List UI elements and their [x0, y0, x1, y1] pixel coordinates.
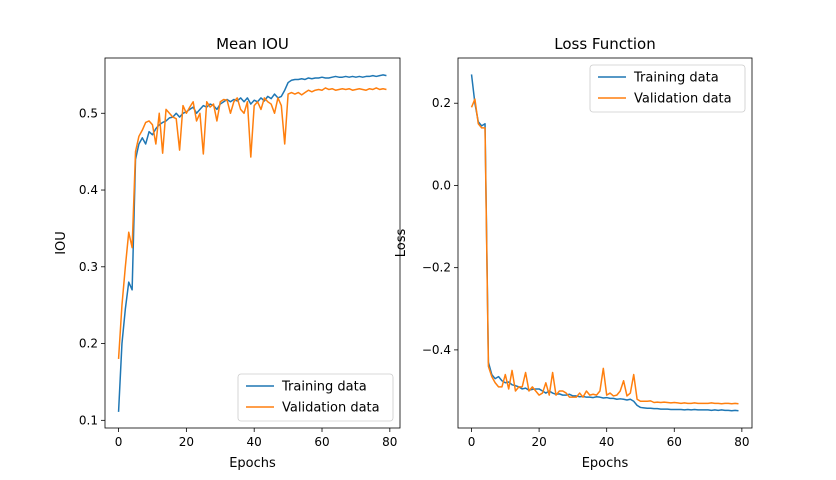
loss-function-x-axis-label: Epochs [582, 456, 629, 471]
loss-function-panel: 0 20 40 60 80 −0.4 −0.2 0.0 0.2 Loss Function Epoc… [394, 35, 753, 471]
mean-iou-chart-title: Mean IOU [216, 35, 289, 53]
loss-function-xtick-label: 40 [599, 435, 614, 449]
mean-iou-xtick-label: 80 [382, 435, 397, 449]
loss-function-chart-title: Loss Function [554, 35, 655, 53]
loss-function-series-validation-line [470, 98, 739, 405]
loss-function-legend: Training data Validation data [589, 64, 746, 113]
mean-iou-ytick-label: 0.5 [79, 106, 98, 120]
mean-iou-legend-training-label: Training data [281, 380, 367, 395]
mean-iou-xtick-label: 40 [247, 435, 262, 449]
mean-iou-xtick-label: 0 [115, 435, 123, 449]
mean-iou-series-validation-line [117, 87, 387, 359]
mean-iou-ytick-label: 0.2 [79, 337, 98, 351]
loss-function-xtick-label: 20 [531, 435, 546, 449]
mean-iou-ytick-label: 0.4 [79, 183, 98, 197]
loss-function-xtick-label: 60 [667, 435, 682, 449]
loss-function-ytick-label: 0.0 [432, 178, 451, 192]
mean-iou-y-axis-label: IOU [54, 231, 69, 255]
loss-function-ytick-label: −0.4 [422, 343, 451, 357]
loss-function-xtick-label: 80 [734, 435, 749, 449]
loss-function-legend-training-label: Training data [633, 71, 719, 86]
loss-function-axes-frame [457, 57, 753, 429]
mean-iou-axes-frame [104, 57, 401, 429]
mean-iou-legend-validation-label: Validation data [282, 401, 380, 416]
mean-iou-legend-box [237, 373, 394, 422]
mean-iou-legend: Training data Validation data [237, 373, 394, 422]
mean-iou-x-axis-label: Epochs [229, 456, 276, 471]
mean-iou-ytick-label: 0.3 [79, 260, 98, 274]
mean-iou-xtick-label: 60 [314, 435, 329, 449]
loss-function-ytick-label: 0.2 [432, 96, 451, 110]
loss-function-series-training-line [470, 74, 739, 412]
loss-function-legend-box [589, 64, 746, 113]
mean-iou-panel: 0 20 40 60 80 0.1 0.2 0.3 0.4 0.5 Mean IOU Epochs IO… [54, 35, 401, 471]
mean-iou-series-training-line [117, 74, 387, 412]
loss-function-ytick-label: −0.2 [422, 261, 451, 275]
loss-function-legend-validation-label: Validation data [634, 92, 732, 107]
loss-function-y-axis-label: Loss [394, 229, 409, 258]
mean-iou-xtick-label: 20 [179, 435, 194, 449]
mean-iou-ytick-label: 0.1 [79, 413, 98, 427]
loss-function-xtick-label: 0 [468, 435, 476, 449]
